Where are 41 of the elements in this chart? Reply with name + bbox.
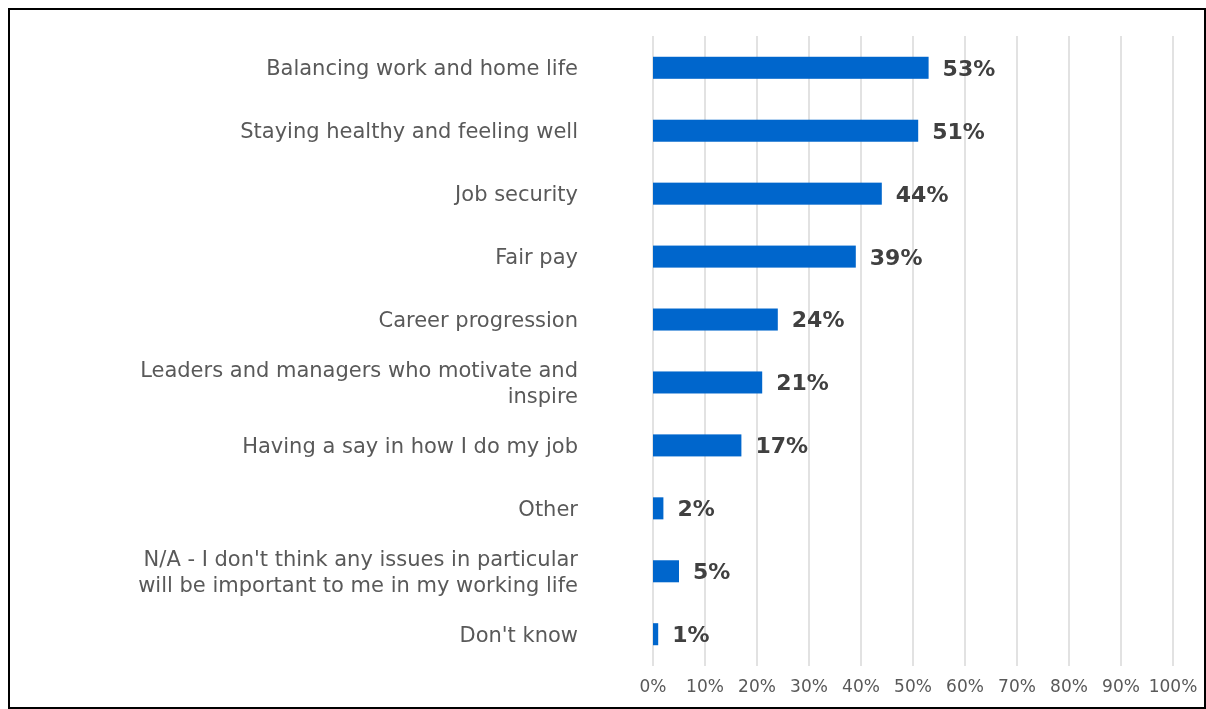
x-tick-label: 30% <box>790 676 828 696</box>
data-label: 1% <box>672 622 710 648</box>
x-tick-label: 70% <box>998 676 1036 696</box>
data-label: 44% <box>895 181 949 207</box>
y-tick-label: Staying healthy and feeling well <box>240 119 578 144</box>
x-tick-label: 80% <box>1050 676 1088 696</box>
data-label: 5% <box>693 559 731 585</box>
y-tick-label: Don't know <box>459 622 578 647</box>
bar <box>653 560 679 583</box>
y-tick-label: Leaders and managers who motivate and inspire <box>140 358 578 409</box>
data-label: 2% <box>677 496 715 522</box>
bar <box>653 308 778 331</box>
bar <box>653 182 882 205</box>
data-label: 39% <box>869 244 923 270</box>
bar <box>653 497 664 520</box>
x-tick-label: 0% <box>639 676 667 696</box>
x-tick-label: 10% <box>686 676 724 696</box>
bar <box>653 371 763 394</box>
x-tick-label: 90% <box>1102 676 1140 696</box>
bar <box>653 434 742 457</box>
data-label: 24% <box>791 307 845 333</box>
y-tick-label: Fair pay <box>495 245 578 270</box>
y-tick-label: N/A - I don't think any issues in particular will be important to me in my working life <box>138 546 579 597</box>
x-tick-label: 60% <box>946 676 984 696</box>
y-tick-label: Having a say in how I do my job <box>242 433 578 458</box>
x-tick-label: 40% <box>842 676 880 696</box>
bar <box>653 245 856 268</box>
x-tick-label: 20% <box>738 676 776 696</box>
y-tick-label: Balancing work and home life <box>266 56 578 81</box>
y-tick-label: Other <box>518 496 579 521</box>
bar <box>653 119 919 142</box>
x-tick-label: 50% <box>894 676 932 696</box>
data-label: 17% <box>755 433 809 459</box>
y-tick-label: Job security <box>453 182 578 207</box>
y-tick-label: Career progression <box>378 308 578 333</box>
data-label: 51% <box>932 118 985 144</box>
data-label: 21% <box>776 370 829 396</box>
bar <box>653 623 659 646</box>
bar <box>653 56 929 79</box>
data-label: 53% <box>942 55 996 81</box>
x-tick-label: 100% <box>1148 676 1198 696</box>
